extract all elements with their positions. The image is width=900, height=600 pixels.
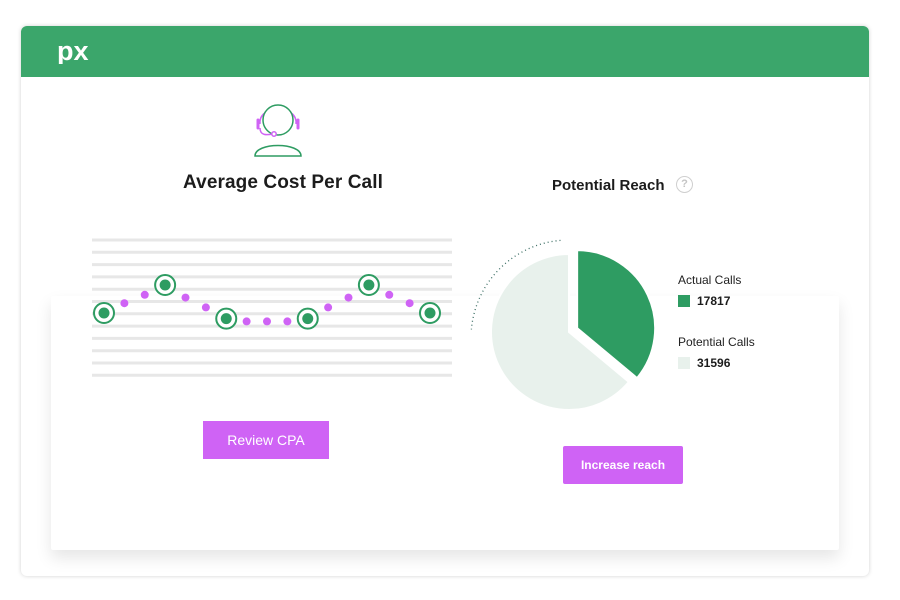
pie-dotted-arc	[470, 239, 561, 330]
legend-value: 17817	[697, 294, 731, 308]
data-point	[201, 303, 210, 312]
cost-per-call-title: Average Cost Per Call	[183, 172, 383, 193]
logo-text: px	[57, 38, 89, 64]
increase-reach-button[interactable]: Increase reach	[563, 446, 683, 484]
potential-reach-title: Potential Reach	[552, 177, 665, 194]
data-point	[181, 293, 190, 302]
dashboard-card: px Average Cost Per Call Review CPA Pote…	[21, 26, 869, 576]
data-point	[263, 317, 271, 326]
data-point	[344, 293, 353, 302]
data-point-marker-core	[363, 279, 375, 291]
data-point-marker-core	[424, 307, 436, 319]
legend-swatch	[678, 295, 690, 307]
data-point-marker-core	[220, 313, 232, 325]
px-logo[interactable]: px	[57, 38, 99, 64]
header-bar: px	[21, 26, 869, 77]
data-point	[140, 290, 149, 299]
data-point-marker-core	[302, 313, 314, 325]
help-icon[interactable]: ?	[676, 176, 693, 193]
data-point	[120, 299, 129, 308]
data-point	[283, 317, 292, 326]
legend-label: Potential Calls	[678, 335, 755, 349]
legend-label: Actual Calls	[678, 273, 742, 287]
data-point-marker-core	[159, 279, 171, 291]
data-point	[405, 299, 414, 308]
pie-slice-actual-calls	[576, 249, 657, 380]
data-point	[385, 290, 394, 299]
pie-slice-potential-calls	[490, 252, 631, 411]
reach-pie-chart	[470, 239, 657, 411]
headset-agent-icon	[254, 104, 302, 157]
legend-swatch	[678, 357, 690, 369]
review-cpa-button[interactable]: Review CPA	[203, 421, 329, 459]
legend-value: 31596	[697, 356, 731, 370]
cost-line-chart	[92, 238, 452, 377]
reach-legend: Actual Calls 17817 Potential Calls 31596	[678, 273, 755, 397]
data-point	[242, 317, 251, 326]
data-point-marker-core	[98, 307, 110, 319]
legend-item-actual-calls: Actual Calls 17817	[678, 273, 755, 313]
data-point	[324, 303, 333, 312]
legend-item-potential-calls: Potential Calls 31596	[678, 335, 755, 375]
